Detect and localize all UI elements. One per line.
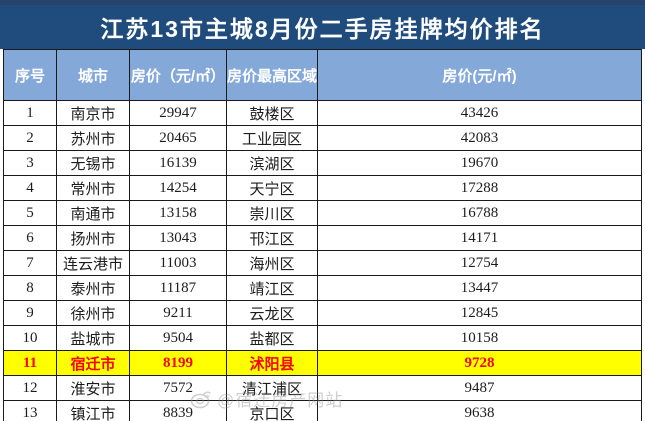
rank-cell: 4: [3, 175, 57, 201]
table-row: 12 淮安市 7572 清江浦区 9487: [3, 375, 642, 401]
district-price-cell: 12845: [317, 300, 642, 326]
rank-cell: 1: [3, 100, 57, 126]
price-cell: 11187: [129, 275, 227, 301]
price-cell: 8839: [129, 400, 227, 421]
district-price-cell: 17288: [317, 175, 642, 201]
table-row: 5 南通市 13158 崇川区 16788: [3, 200, 642, 226]
table-row: 2 苏州市 20465 工业园区 42083: [3, 125, 642, 151]
city-cell: 扬州市: [56, 225, 130, 251]
district-price-cell: 14171: [317, 225, 642, 251]
city-cell: 无锡市: [56, 150, 130, 176]
top-district-cell: 靖江区: [226, 275, 318, 301]
rank-cell: 10: [3, 325, 57, 351]
table-row: 10 盐城市 9504 盐都区 10158: [3, 325, 642, 351]
city-cell: 泰州市: [56, 275, 130, 301]
top-district-cell: 滨湖区: [226, 150, 318, 176]
city-cell: 南京市: [56, 100, 130, 126]
city-cell: 苏州市: [56, 125, 130, 151]
col-header-district-price: 房价(元/㎡): [317, 49, 642, 101]
table-row-highlighted: 11 宿迁市 8199 沭阳县 9728: [3, 350, 642, 376]
top-district-cell: 云龙区: [226, 300, 318, 326]
rank-cell: 6: [3, 225, 57, 251]
top-district-cell: 天宁区: [226, 175, 318, 201]
price-cell: 13043: [129, 225, 227, 251]
col-header-price: 房价（元/㎡）: [129, 49, 227, 101]
rank-cell: 9: [3, 300, 57, 326]
top-district-cell: 京口区: [226, 400, 318, 421]
page-title: 江苏13市主城8月份二手房挂牌均价排名: [100, 16, 545, 42]
col-header-rank: 序号: [3, 49, 57, 101]
price-cell: 16139: [129, 150, 227, 176]
price-cell: 9211: [129, 300, 227, 326]
rank-cell: 5: [3, 200, 57, 226]
rank-cell: 7: [3, 250, 57, 276]
table-row: 8 泰州市 11187 靖江区 13447: [3, 275, 642, 301]
price-cell: 7572: [129, 375, 227, 401]
table-body: 1 南京市 29947 鼓楼区 43426 2 苏州市 20465 工业园区 4…: [3, 100, 642, 421]
district-price-cell: 42083: [317, 125, 642, 151]
top-district-cell: 鼓楼区: [226, 100, 318, 126]
table-row: 1 南京市 29947 鼓楼区 43426: [3, 100, 642, 126]
rank-cell: 2: [3, 125, 57, 151]
col-header-top-district: 房价最高区域: [226, 49, 318, 101]
table-row: 9 徐州市 9211 云龙区 12845: [3, 300, 642, 326]
top-district-cell: 沭阳县: [226, 350, 318, 376]
table-row: 4 常州市 14254 天宁区 17288: [3, 175, 642, 201]
top-district-cell: 邗江区: [226, 225, 318, 251]
district-price-cell: 9487: [317, 375, 642, 401]
top-district-cell: 海州区: [226, 250, 318, 276]
table-row: 6 扬州市 13043 邗江区 14171: [3, 225, 642, 251]
table-row: 3 无锡市 16139 滨湖区 19670: [3, 150, 642, 176]
table-row: 7 连云港市 11003 海州区 12754: [3, 250, 642, 276]
district-price-cell: 16788: [317, 200, 642, 226]
top-district-cell: 清江浦区: [226, 375, 318, 401]
district-price-cell: 9638: [317, 400, 642, 421]
price-cell: 13158: [129, 200, 227, 226]
city-cell: 盐城市: [56, 325, 130, 351]
table-header: 序号 城市 房价（元/㎡） 房价最高区域 房价(元/㎡): [3, 49, 642, 101]
district-price-cell: 43426: [317, 100, 642, 126]
district-price-cell: 19670: [317, 150, 642, 176]
table-row: 13 镇江市 8839 京口区 9638: [3, 400, 642, 421]
price-cell: 29947: [129, 100, 227, 126]
price-cell: 9504: [129, 325, 227, 351]
rank-cell: 12: [3, 375, 57, 401]
city-cell: 宿迁市: [56, 350, 130, 376]
top-district-cell: 崇川区: [226, 200, 318, 226]
col-header-city: 城市: [56, 49, 130, 101]
district-price-cell: 9728: [317, 350, 642, 376]
city-cell: 常州市: [56, 175, 130, 201]
city-cell: 镇江市: [56, 400, 130, 421]
rank-cell: 3: [3, 150, 57, 176]
top-district-cell: 工业园区: [226, 125, 318, 151]
price-cell: 11003: [129, 250, 227, 276]
city-cell: 徐州市: [56, 300, 130, 326]
rank-cell: 13: [3, 400, 57, 421]
price-ranking-table: 序号 城市 房价（元/㎡） 房价最高区域 房价(元/㎡) 1 南京市 29947…: [3, 49, 642, 421]
rank-cell: 8: [3, 275, 57, 301]
price-cell: 20465: [129, 125, 227, 151]
district-price-cell: 10158: [317, 325, 642, 351]
district-price-cell: 13447: [317, 275, 642, 301]
price-cell: 14254: [129, 175, 227, 201]
title-bar: 江苏13市主城8月份二手房挂牌均价排名: [0, 0, 645, 49]
city-cell: 连云港市: [56, 250, 130, 276]
district-price-cell: 12754: [317, 250, 642, 276]
price-cell: 8199: [129, 350, 227, 376]
header-row: 序号 城市 房价（元/㎡） 房价最高区域 房价(元/㎡): [3, 49, 642, 101]
city-cell: 南通市: [56, 200, 130, 226]
top-district-cell: 盐都区: [226, 325, 318, 351]
rank-cell: 11: [3, 350, 57, 376]
city-cell: 淮安市: [56, 375, 130, 401]
